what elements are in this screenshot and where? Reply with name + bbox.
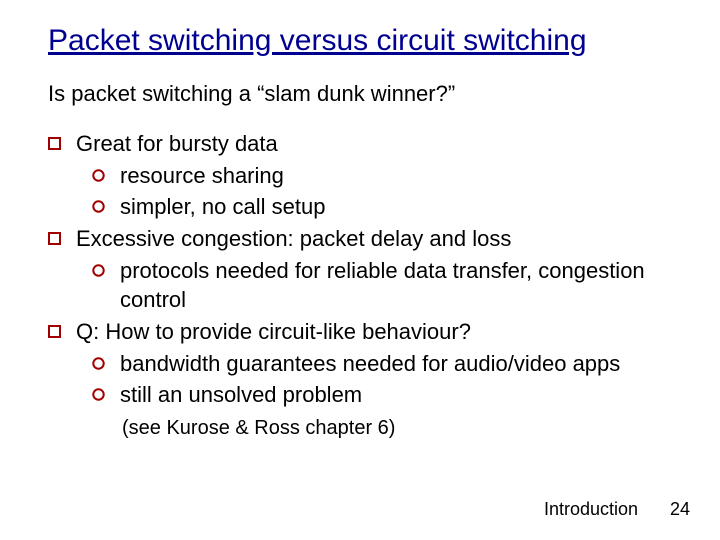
list-item: Great for bursty data xyxy=(48,129,680,159)
list-item: bandwidth guarantees needed for audio/vi… xyxy=(48,349,680,379)
list-item-text: bandwidth guarantees needed for audio/vi… xyxy=(120,351,620,376)
list-item: Q: How to provide circuit-like behaviour… xyxy=(48,317,680,347)
footer-section-label: Introduction xyxy=(544,499,638,520)
footer-page-number: 24 xyxy=(670,499,690,520)
list-item: protocols needed for reliable data trans… xyxy=(48,256,680,315)
list-item-text: protocols needed for reliable data trans… xyxy=(120,258,645,313)
circle-bullet-icon xyxy=(92,169,105,182)
list-item-text: resource sharing xyxy=(120,163,284,188)
square-bullet-icon xyxy=(48,232,61,245)
list-item-text: Q: How to provide circuit-like behaviour… xyxy=(76,319,471,344)
list-item: Excessive congestion: packet delay and l… xyxy=(48,224,680,254)
list-item-text: still an unsolved problem xyxy=(120,382,362,407)
slide-subhead: Is packet switching a “slam dunk winner?… xyxy=(48,81,680,107)
list-item-text: Great for bursty data xyxy=(76,131,278,156)
square-bullet-icon xyxy=(48,325,61,338)
slide-note: (see Kurose & Ross chapter 6) xyxy=(122,416,680,440)
circle-bullet-icon xyxy=(92,388,105,401)
slide: Packet switching versus circuit switchin… xyxy=(0,0,720,540)
list-item: resource sharing xyxy=(48,161,680,191)
circle-bullet-icon xyxy=(92,357,105,370)
list-item: still an unsolved problem xyxy=(48,380,680,410)
list-item-text: Excessive congestion: packet delay and l… xyxy=(76,226,511,251)
circle-bullet-icon xyxy=(92,200,105,213)
square-bullet-icon xyxy=(48,137,61,150)
circle-bullet-icon xyxy=(92,264,105,277)
list-item: simpler, no call setup xyxy=(48,192,680,222)
slide-title: Packet switching versus circuit switchin… xyxy=(48,24,680,59)
list-item-text: simpler, no call setup xyxy=(120,194,325,219)
bullet-list: Great for bursty data resource sharing s… xyxy=(48,129,680,410)
